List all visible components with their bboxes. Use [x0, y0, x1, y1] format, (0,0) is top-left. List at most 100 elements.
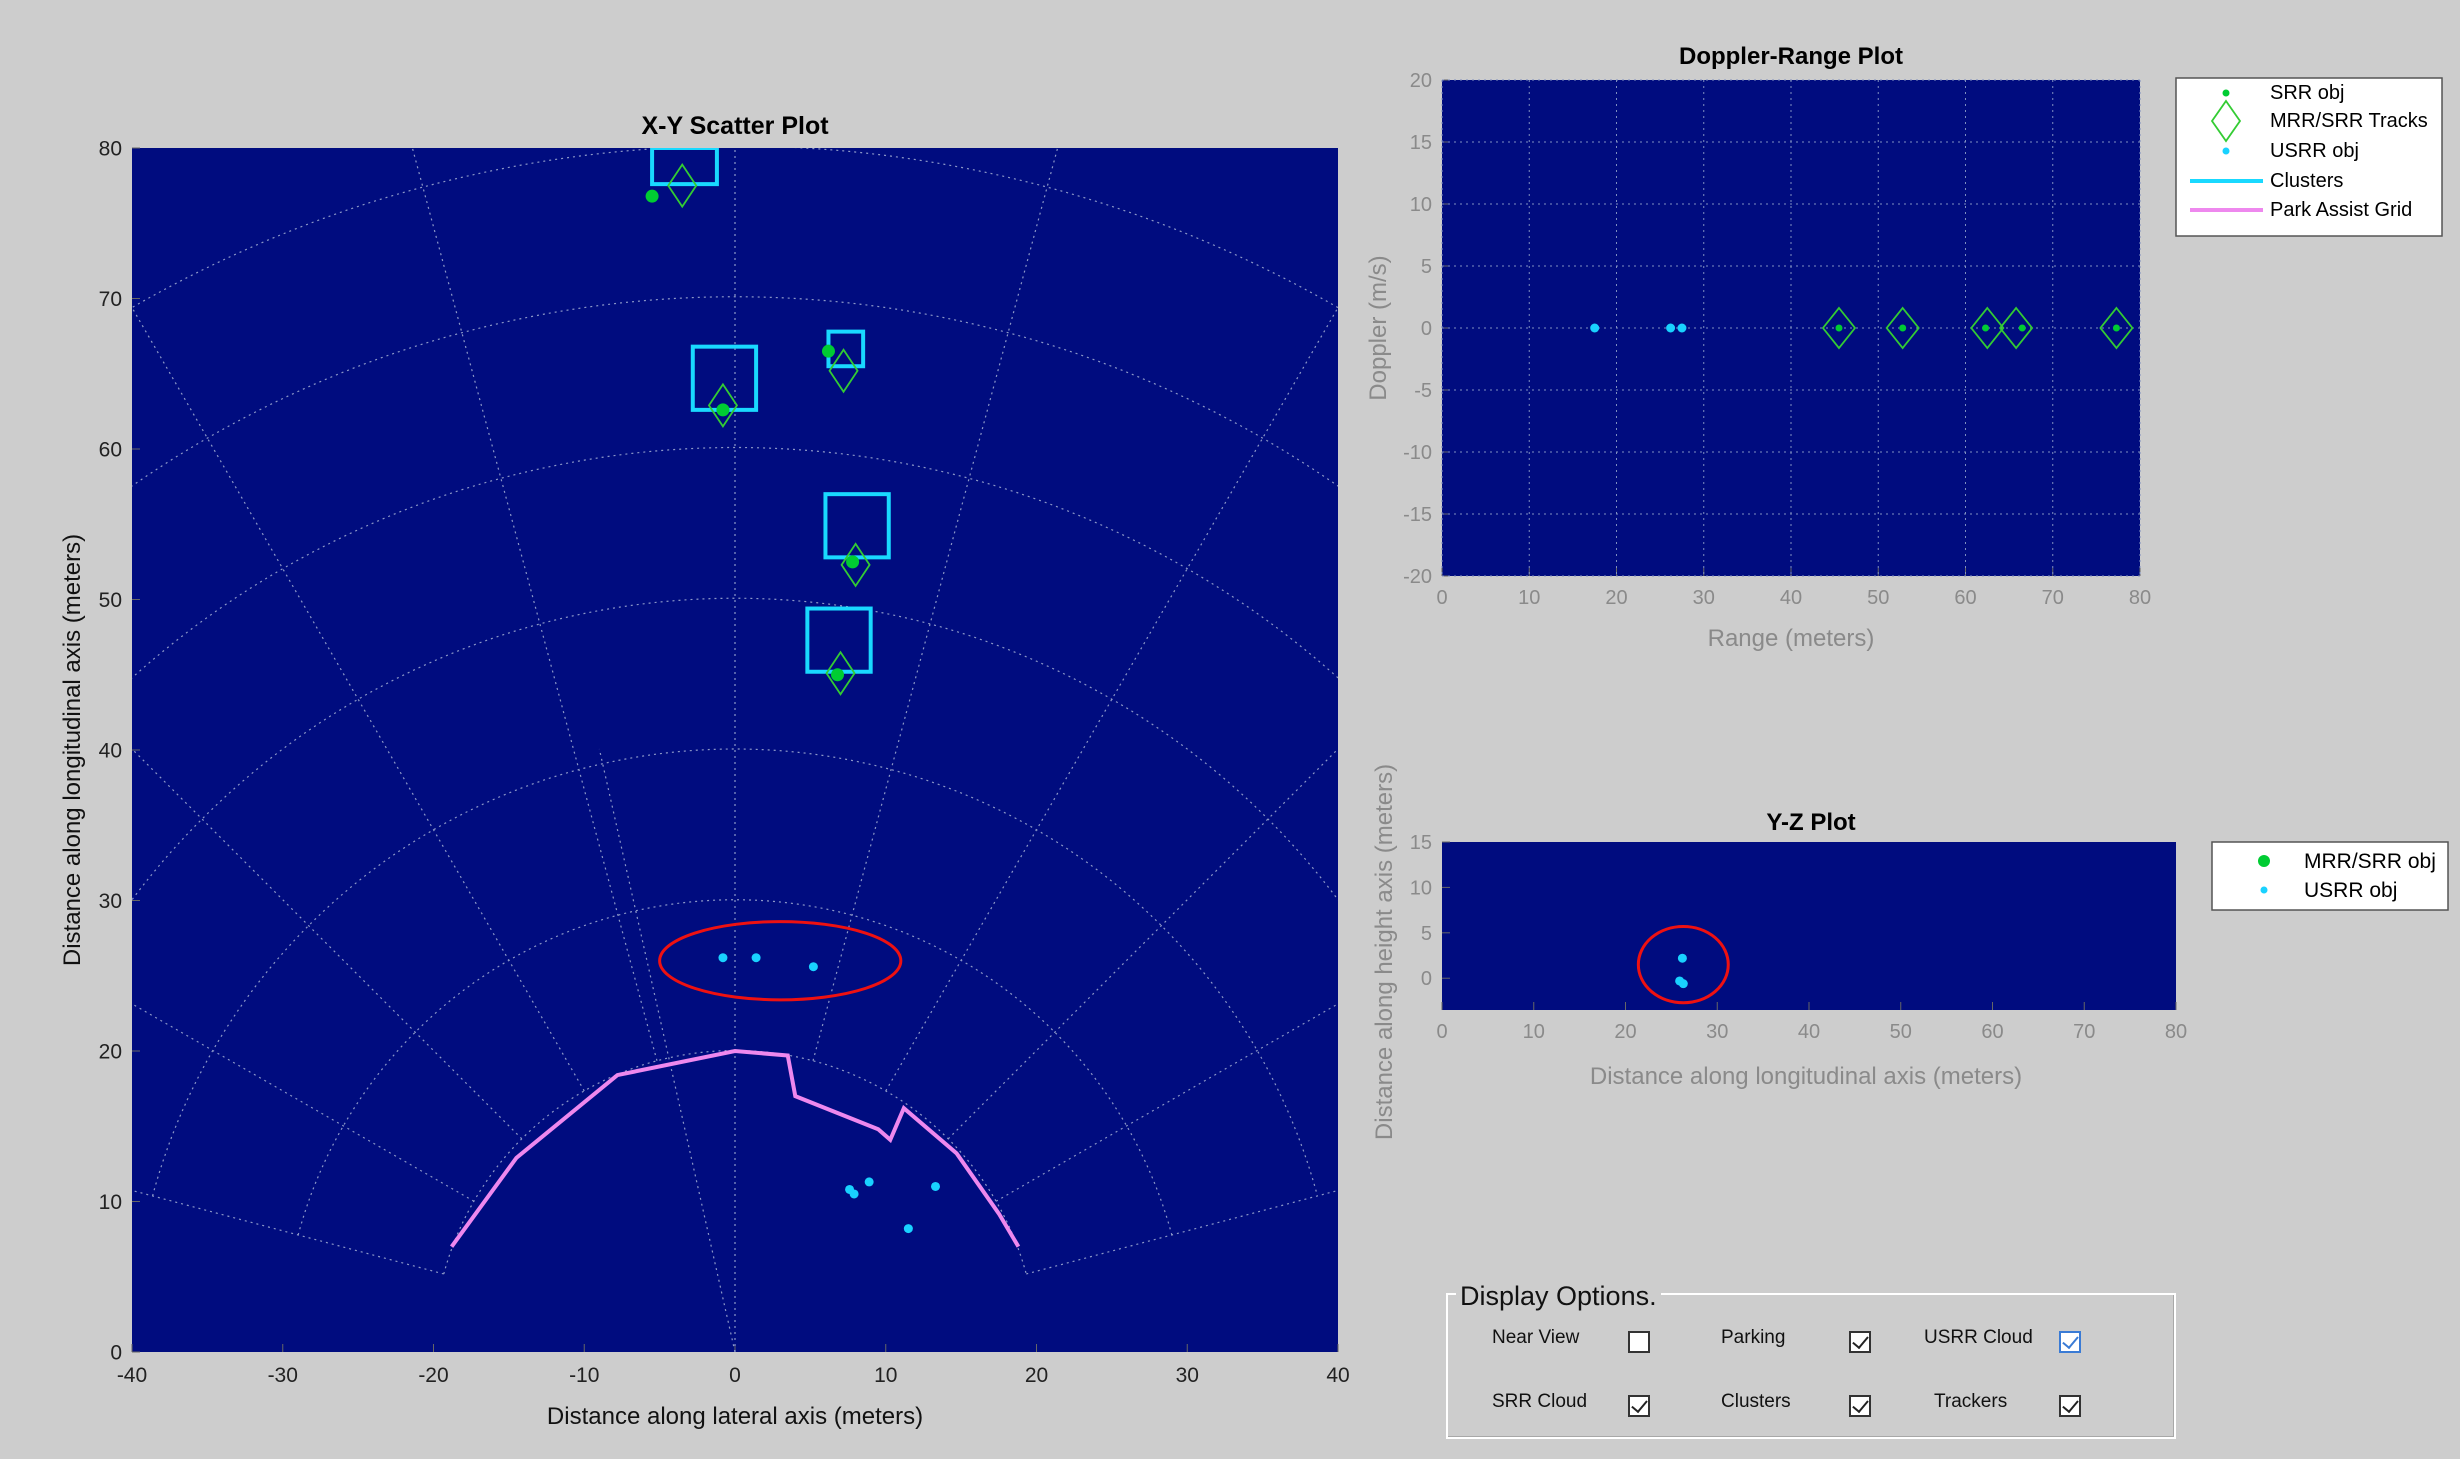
- xy-range-ring: [443, 1049, 1027, 1275]
- track-diamond: [1970, 306, 2005, 350]
- yz-xtick-label: 40: [1798, 1021, 1820, 1043]
- xy-y-axis-label: Distance along longitudinal axis (meters…: [59, 534, 86, 966]
- track-diamond: [667, 163, 698, 209]
- yz-ytick-label: 10: [1410, 877, 1432, 899]
- xy-ytick-label: 40: [99, 739, 122, 762]
- xy-ytick-label: 10: [99, 1191, 122, 1214]
- yz-ytick-label: 5: [1421, 923, 1432, 945]
- doppler-legend-entry: USRR obj: [2270, 140, 2359, 162]
- usrr-obj-point: [903, 1224, 913, 1234]
- yz-legend-entry: USRR obj: [2304, 879, 2397, 902]
- usrr-obj-point: [1678, 979, 1688, 989]
- doppler-xtick-label: 0: [1436, 587, 1447, 609]
- srr-obj-point: [645, 189, 659, 203]
- srr-obj-point: [831, 668, 845, 682]
- xy-ytick-label: 30: [99, 890, 122, 913]
- xy-ytick-label: 60: [99, 438, 122, 461]
- usrr-obj-point: [751, 953, 761, 963]
- doppler-ytick-label: 10: [1410, 194, 1432, 216]
- clusters-checkbox[interactable]: [1849, 1395, 1871, 1417]
- doppler-xtick-label: 50: [1867, 587, 1889, 609]
- usrr-obj-point: [1677, 953, 1687, 963]
- doppler-xtick-label: 60: [1954, 587, 1976, 609]
- usrr-obj-point: [864, 1177, 874, 1187]
- xy-xtick-label: -40: [117, 1364, 147, 1387]
- xy-xtick-label: -30: [268, 1364, 298, 1387]
- xy-range-ring: [132, 597, 1338, 901]
- doppler-ytick-label: -5: [1414, 380, 1432, 402]
- doppler-legend[interactable]: SRR obj MRR/SRR Tracks USRR obj Clusters Par…: [2175, 77, 2443, 237]
- track-diamond: [1998, 306, 2034, 350]
- xy-ytick-label: 70: [99, 288, 122, 311]
- xy-data-layer: [449, 148, 1021, 1248]
- doppler-legend-entry: SRR obj: [2270, 82, 2344, 104]
- doppler-xtick-label: 70: [2042, 587, 2064, 609]
- yz-ytick-label: 0: [1421, 968, 1432, 990]
- doppler-xtick-label: 80: [2129, 587, 2151, 609]
- yz-y-axis-label: Distance along height axis (meters): [1371, 764, 1398, 1140]
- doppler-plot-title: Doppler-Range Plot: [1679, 43, 1903, 70]
- usrr-obj-point: [1666, 323, 1676, 333]
- doppler-ytick-label: -10: [1403, 442, 1432, 464]
- usrr-obj-point: [849, 1189, 859, 1199]
- xy-xtick-label: 20: [1025, 1364, 1048, 1387]
- xy-azimuth-line: [1026, 1189, 1338, 1275]
- usrr-cloud-checkbox[interactable]: [2059, 1331, 2081, 1353]
- parking-checkbox[interactable]: [1849, 1331, 1871, 1353]
- legend-track-marker: [2210, 99, 2242, 143]
- xy-range-ring: [132, 446, 1338, 679]
- option-usrr-cloud-label: USRR Cloud: [1924, 1327, 2033, 1348]
- yz-plot-title: Y-Z Plot: [1766, 809, 1855, 836]
- srr-obj-point: [716, 403, 730, 417]
- option-clusters-label: Clusters: [1721, 1391, 1791, 1412]
- srr-cloud-checkbox[interactable]: [1628, 1395, 1650, 1417]
- usrr-obj-point: [930, 1181, 940, 1191]
- option-trackers-label: Trackers: [1934, 1391, 2008, 1412]
- xy-azimuth-line: [995, 1003, 1338, 1202]
- yz-xtick-label: 70: [2073, 1021, 2095, 1043]
- trackers-checkbox[interactable]: [2059, 1395, 2081, 1417]
- near-view-checkbox[interactable]: [1628, 1331, 1650, 1353]
- xy-polar-grid: [132, 148, 1338, 1352]
- legend-srr-marker: [2222, 89, 2230, 97]
- yz-plot-axes[interactable]: 0 10 20 30 40 50 60 70 80 0 5 10 15 Y-Z Plot Distance …: [1371, 764, 2187, 1140]
- yz-xtick-label: 50: [1890, 1021, 1912, 1043]
- srr-obj-point: [1835, 324, 1843, 332]
- track-diamond: [840, 542, 871, 588]
- doppler-x-axis-label: Range (meters): [1708, 625, 1875, 652]
- doppler-xtick-label: 10: [1518, 587, 1540, 609]
- yz-xtick-label: 10: [1523, 1021, 1545, 1043]
- doppler-xtick-label: 30: [1693, 587, 1715, 609]
- doppler-xtick-label: 40: [1780, 587, 1802, 609]
- xy-x-axis-label: Distance along lateral axis (meters): [547, 1403, 923, 1430]
- xy-xtick-label: 40: [1326, 1364, 1349, 1387]
- yz-legend-entry: MRR/SRR obj: [2304, 850, 2436, 873]
- doppler-ytick-label: 20: [1410, 70, 1432, 92]
- yz-xtick-label: 20: [1614, 1021, 1636, 1043]
- yz-xtick-label: 0: [1436, 1021, 1447, 1043]
- cluster-box: [650, 148, 719, 187]
- doppler-xtick-label: 20: [1605, 587, 1627, 609]
- usrr-obj-point: [1590, 323, 1600, 333]
- usrr-obj-point: [808, 962, 818, 972]
- yz-plot-area: [1442, 842, 2176, 1010]
- doppler-range-axes[interactable]: 0 10 20 30 40 50 60 70 80 -20 -15 -10 -5 0 5 10 15 20 Dopp…: [1365, 43, 2151, 652]
- doppler-ytick-label: -15: [1403, 504, 1432, 526]
- srr-obj-point: [846, 555, 860, 569]
- doppler-y-axis-label: Doppler (m/s): [1365, 255, 1392, 400]
- option-parking-label: Parking: [1721, 1327, 1786, 1348]
- yz-legend-box: [2211, 841, 2449, 911]
- xy-plot-title: X-Y Scatter Plot: [641, 112, 829, 140]
- xy-azimuth-line: [947, 748, 1338, 1140]
- display-options-panel: Display Options. Near View Parking USRR …: [1446, 1281, 2176, 1439]
- track-diamond: [1821, 306, 1857, 350]
- option-near-view-label: Near View: [1492, 1327, 1580, 1348]
- xy-azimuth-line: [132, 306, 585, 1092]
- xy-azimuth-line: [411, 148, 658, 1061]
- yz-legend[interactable]: MRR/SRR obj USRR obj: [2211, 841, 2449, 911]
- legend-usrr-marker: [2260, 886, 2268, 894]
- doppler-legend-entry: Clusters: [2270, 170, 2343, 192]
- yz-xtick-label: 60: [1981, 1021, 2003, 1043]
